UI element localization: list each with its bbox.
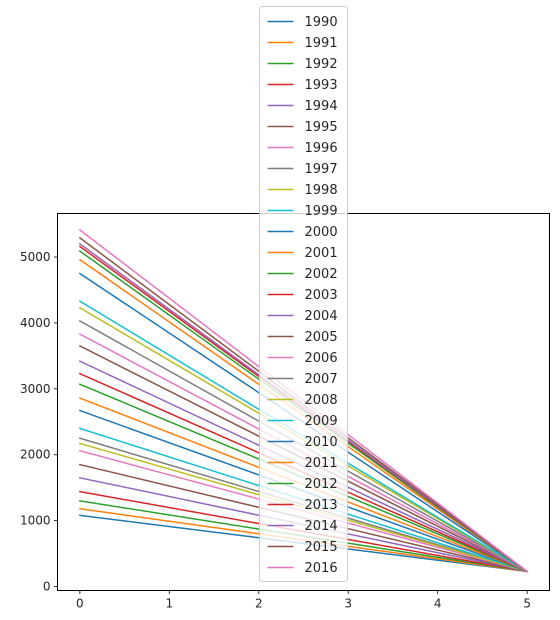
legend-label-2005: 2005 [305, 330, 338, 345]
x-tick-label: 3 [344, 597, 352, 611]
legend-label-2006: 2006 [305, 351, 338, 366]
legend-label-2014: 2014 [305, 519, 338, 534]
legend-label-2016: 2016 [305, 561, 338, 576]
legend-label-2012: 2012 [305, 477, 338, 492]
legend-label-1990: 1990 [305, 15, 338, 30]
y-tick-label: 3000 [20, 382, 51, 396]
x-tick-label: 0 [76, 597, 84, 611]
legend-label-1992: 1992 [305, 57, 338, 72]
x-tick-label: 2 [255, 597, 263, 611]
y-tick-label: 5000 [20, 250, 51, 264]
legend-label-2015: 2015 [305, 540, 338, 555]
legend-label-1994: 1994 [305, 99, 338, 114]
legend-label-1997: 1997 [305, 162, 338, 177]
y-tick-label: 0 [43, 580, 51, 594]
y-tick-label: 4000 [20, 316, 51, 330]
legend-label-2007: 2007 [305, 372, 338, 387]
x-tick-label: 4 [434, 597, 442, 611]
legend-box [259, 6, 348, 582]
legend-label-2013: 2013 [305, 498, 338, 513]
legend-label-1996: 1996 [305, 141, 338, 156]
legend-label-2011: 2011 [305, 456, 338, 471]
legend-label-1995: 1995 [305, 120, 338, 135]
legend-label-1999: 1999 [305, 204, 338, 219]
x-axis: 0 1 2 3 4 5 [76, 590, 531, 611]
legend-label-2000: 2000 [305, 225, 338, 240]
legend-label-1998: 1998 [305, 183, 338, 198]
legend-label-1993: 1993 [305, 78, 338, 93]
legend-label-2001: 2001 [305, 246, 338, 261]
legend-label-2003: 2003 [305, 288, 338, 303]
legend-label-2008: 2008 [305, 393, 338, 408]
x-tick-label: 5 [523, 597, 531, 611]
legend-label-2010: 2010 [305, 435, 338, 450]
y-tick-label: 1000 [20, 514, 51, 528]
y-axis: 0 1000 2000 3000 4000 5000 [20, 250, 58, 594]
legend-label-2004: 2004 [305, 309, 338, 324]
legend: 1990 1991 1992 1993 1994 1995 1996 1997 1998 1999… [259, 6, 348, 582]
legend-label-2009: 2009 [305, 414, 338, 429]
legend-label-2002: 2002 [305, 267, 338, 282]
x-tick-label: 1 [165, 597, 173, 611]
y-tick-label: 2000 [20, 448, 51, 462]
legend-label-1991: 1991 [305, 36, 338, 51]
